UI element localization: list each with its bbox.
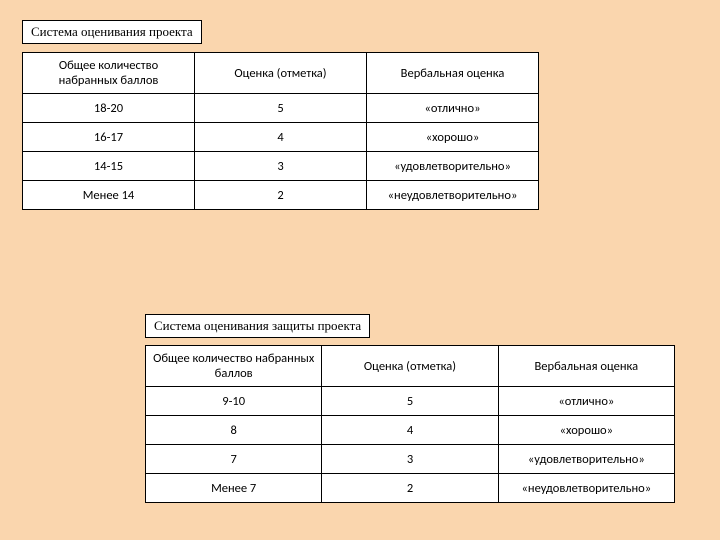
cell-range: 18-20 [23, 94, 195, 123]
table-row: 14-15 3 «удовлетворительно» [23, 152, 539, 181]
cell-range: 9-10 [146, 387, 322, 416]
table-row: 9-10 5 «отлично» [146, 387, 675, 416]
table-row: Менее 14 2 «неудовлетворительно» [23, 181, 539, 210]
col-header-total: Общее количество набранных баллов [23, 53, 195, 94]
table-row: 18-20 5 «отлично» [23, 94, 539, 123]
section2-title: Система оценивания защиты проекта [145, 314, 370, 338]
table-row: Менее 7 2 «неудовлетворительно» [146, 474, 675, 503]
cell-verbal: «удовлетворительно» [367, 152, 539, 181]
cell-verbal: «неудовлетворительно» [367, 181, 539, 210]
cell-range: 7 [146, 445, 322, 474]
cell-range: 16-17 [23, 123, 195, 152]
cell-verbal: «хорошо» [498, 416, 674, 445]
col-header-verbal: Вербальная оценка [367, 53, 539, 94]
cell-range: 14-15 [23, 152, 195, 181]
cell-range: Менее 14 [23, 181, 195, 210]
table-row: 7 3 «удовлетворительно» [146, 445, 675, 474]
cell-verbal: «отлично» [498, 387, 674, 416]
col-header-mark: Оценка (отметка) [195, 53, 367, 94]
cell-verbal: «неудовлетворительно» [498, 474, 674, 503]
cell-mark: 4 [322, 416, 498, 445]
col-header-verbal: Вербальная оценка [498, 346, 674, 387]
table-row: 16-17 4 «хорошо» [23, 123, 539, 152]
cell-range: Менее 7 [146, 474, 322, 503]
table-header-row: Общее количество набранных баллов Оценка… [23, 53, 539, 94]
cell-mark: 3 [195, 152, 367, 181]
cell-mark: 3 [322, 445, 498, 474]
grading-table-project: Общее количество набранных баллов Оценка… [22, 52, 539, 210]
cell-mark: 5 [322, 387, 498, 416]
grading-table-defense: Общее количество набранных баллов Оценка… [145, 345, 675, 503]
table-row: 8 4 «хорошо» [146, 416, 675, 445]
col-header-total: Общее количество набранных баллов [146, 346, 322, 387]
cell-mark: 2 [195, 181, 367, 210]
cell-verbal: «отлично» [367, 94, 539, 123]
cell-verbal: «удовлетворительно» [498, 445, 674, 474]
table-header-row: Общее количество набранных баллов Оценка… [146, 346, 675, 387]
cell-verbal: «хорошо» [367, 123, 539, 152]
cell-mark: 4 [195, 123, 367, 152]
col-header-mark: Оценка (отметка) [322, 346, 498, 387]
cell-mark: 2 [322, 474, 498, 503]
cell-mark: 5 [195, 94, 367, 123]
cell-range: 8 [146, 416, 322, 445]
section1-title: Система оценивания проекта [22, 20, 202, 44]
